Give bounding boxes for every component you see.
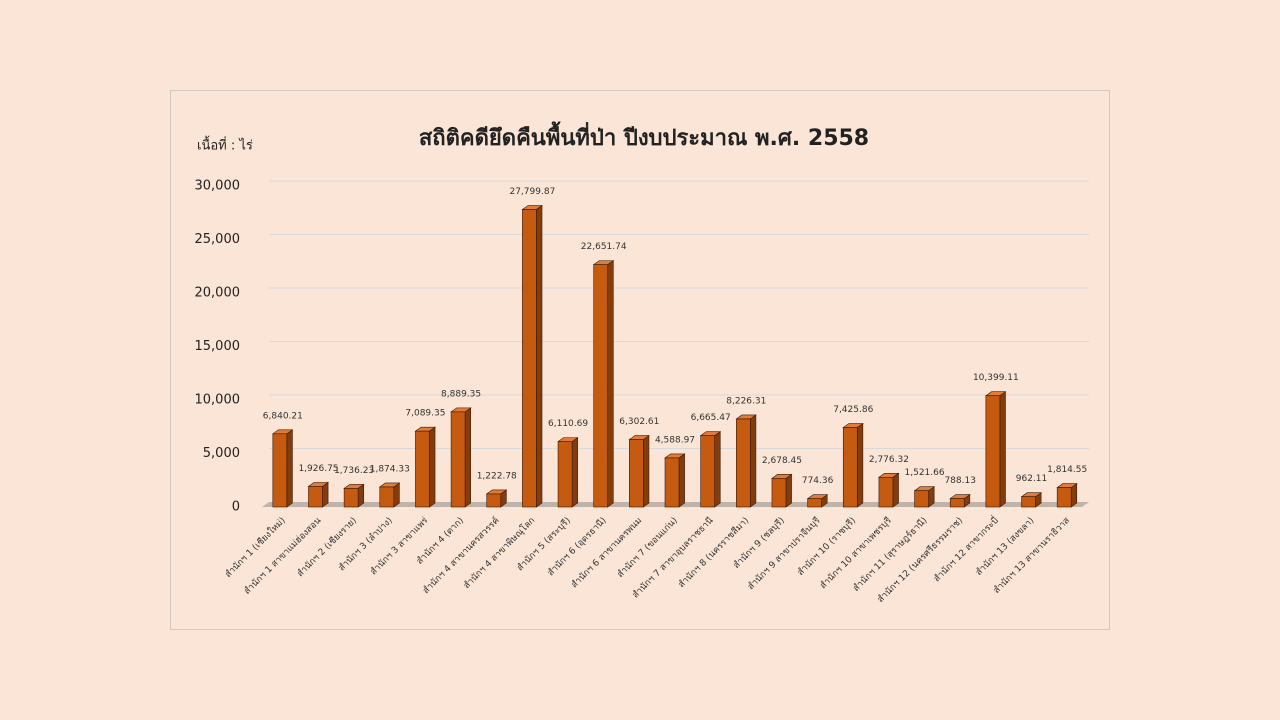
bar-front bbox=[736, 418, 751, 508]
bar-front bbox=[486, 493, 502, 508]
bar-front bbox=[343, 488, 359, 508]
bar-side bbox=[643, 434, 650, 508]
value-label: 8,226.31 bbox=[726, 396, 766, 406]
bar-front bbox=[949, 498, 965, 508]
bar-front bbox=[308, 486, 323, 508]
bar-side bbox=[429, 426, 436, 508]
bar-front bbox=[878, 476, 894, 508]
chart-title: สถิติคดียึดคืนพื้นที่ป่า ปีงบประมาณ พ.ศ.… bbox=[419, 121, 869, 151]
value-label: 7,089.35 bbox=[405, 409, 445, 419]
value-label: 1,736.23 bbox=[334, 466, 374, 476]
bar-front bbox=[522, 209, 537, 508]
value-label: 1,874.33 bbox=[370, 464, 410, 474]
bar-side bbox=[464, 407, 471, 508]
bar-front bbox=[985, 395, 1001, 508]
value-label: 4,588.97 bbox=[655, 435, 695, 445]
bar bbox=[877, 472, 900, 508]
value-label: 1,926.75 bbox=[298, 464, 338, 474]
bar-side bbox=[999, 391, 1006, 508]
bar bbox=[557, 437, 579, 508]
bar-front bbox=[557, 441, 573, 508]
value-label: 2,776.32 bbox=[869, 455, 909, 465]
value-label: 10,399.11 bbox=[973, 373, 1019, 383]
value-label: 2,678.45 bbox=[762, 456, 802, 466]
value-label: 22,651.74 bbox=[581, 242, 627, 252]
y-tick-label: 0 bbox=[232, 500, 240, 515]
bar bbox=[664, 453, 686, 508]
bar-side bbox=[286, 429, 293, 508]
bar bbox=[949, 493, 971, 508]
bar-front bbox=[807, 498, 822, 508]
bar-front bbox=[593, 264, 608, 508]
bar-side bbox=[607, 260, 614, 508]
bar-front bbox=[771, 478, 787, 508]
value-label: 8,889.35 bbox=[441, 389, 481, 399]
value-label: 1,521.66 bbox=[905, 468, 945, 478]
bar-front bbox=[629, 439, 644, 508]
value-label: 788.13 bbox=[944, 476, 976, 486]
bar bbox=[735, 414, 757, 508]
bar-front bbox=[450, 411, 466, 508]
bar bbox=[592, 260, 615, 508]
bar-side bbox=[714, 431, 721, 508]
bar-side bbox=[571, 437, 578, 508]
bar bbox=[450, 407, 472, 508]
value-label: 7,425.86 bbox=[833, 405, 873, 415]
bar bbox=[485, 489, 508, 508]
bar bbox=[1056, 483, 1078, 508]
y-tick-label: 20,000 bbox=[195, 286, 241, 301]
bar bbox=[343, 483, 365, 508]
y-tick-label: 15,000 bbox=[195, 339, 241, 354]
bar bbox=[307, 481, 330, 508]
y-tick-label: 30,000 bbox=[195, 179, 241, 194]
value-label: 6,665.47 bbox=[691, 413, 731, 423]
value-label: 1,814.55 bbox=[1047, 465, 1087, 475]
y-tick-label: 10,000 bbox=[195, 393, 241, 408]
bar-front bbox=[914, 490, 929, 508]
bar-front bbox=[379, 486, 395, 508]
bar-side bbox=[856, 422, 864, 508]
y-tick-label: 25,000 bbox=[195, 232, 241, 247]
y-axis-label: เนื้อที่ : ไร่ bbox=[197, 136, 253, 154]
bar bbox=[1020, 492, 1043, 508]
bar bbox=[984, 391, 1007, 508]
chart-panel bbox=[170, 90, 1110, 630]
bar bbox=[271, 429, 294, 508]
bar bbox=[842, 422, 864, 508]
value-label: 6,840.21 bbox=[263, 411, 303, 421]
value-label: 6,110.69 bbox=[548, 419, 588, 429]
value-label: 962.11 bbox=[1016, 474, 1048, 484]
bar-front bbox=[415, 430, 430, 508]
bar bbox=[913, 486, 936, 508]
value-label: 27,799.87 bbox=[509, 187, 555, 197]
y-tick-label: 5,000 bbox=[203, 446, 240, 461]
bar bbox=[806, 494, 829, 508]
bar-front bbox=[664, 457, 680, 508]
bar bbox=[771, 473, 793, 508]
bar bbox=[521, 204, 543, 508]
bar-side bbox=[892, 472, 899, 508]
bar-front bbox=[1021, 496, 1036, 508]
value-label: 6,302.61 bbox=[619, 417, 659, 427]
bar-side bbox=[536, 204, 543, 508]
bar-side bbox=[750, 414, 757, 508]
bar bbox=[414, 426, 436, 508]
bar-front bbox=[842, 427, 858, 508]
bar bbox=[699, 431, 722, 508]
bar bbox=[378, 482, 401, 508]
value-label: 1,222.78 bbox=[477, 471, 517, 481]
bar-side bbox=[785, 473, 792, 508]
bar-front bbox=[272, 433, 288, 508]
bar-front bbox=[1056, 487, 1072, 508]
bar bbox=[628, 434, 650, 508]
value-label: 774.36 bbox=[802, 476, 834, 486]
bar-front bbox=[700, 435, 715, 508]
bar-side bbox=[678, 453, 685, 508]
